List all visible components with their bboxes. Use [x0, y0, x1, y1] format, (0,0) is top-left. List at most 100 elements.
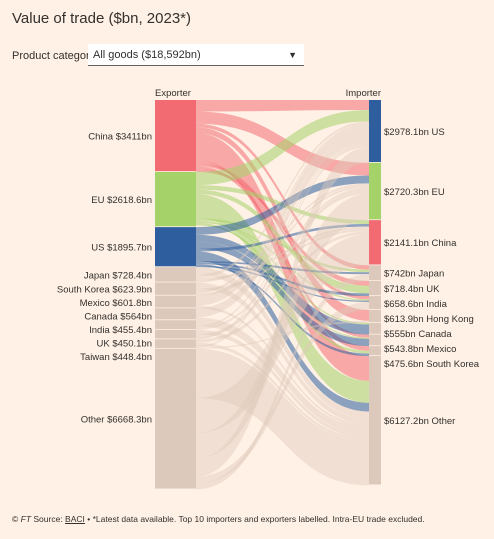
flow-ribbons [196, 100, 369, 490]
importer-label-south-korea: $475.6bn South Korea [384, 359, 480, 370]
flow-us-to-india [196, 265, 369, 302]
flow-mexico-to-other [196, 305, 369, 427]
chart-title: Value of trade ($bn, 2023*) [12, 10, 192, 27]
flow-us-to-china [196, 224, 369, 252]
exporter-nodes [155, 100, 196, 489]
exporter-node-us [155, 227, 196, 267]
exporter-header: Exporter [155, 88, 191, 99]
flow-eu-to-us [196, 109, 369, 186]
flow-uk-to-other [196, 329, 369, 438]
exporter-node-other [155, 348, 196, 489]
exporter-label-taiwan: Taiwan $448.4bn [80, 352, 152, 363]
flow-china-to-hong-kong [196, 127, 369, 321]
flow-china-to-uk [196, 169, 369, 286]
ft-brand: FT [20, 514, 32, 524]
importer-node-other [369, 356, 381, 485]
flow-eu-to-india [196, 221, 369, 301]
exporter-labels: China $3411bn EU $2618.6bn US $1895.7bn Jap… [57, 131, 152, 425]
flow-eu-to-canada [196, 220, 369, 325]
exporter-label-japan: Japan $728.4bn [84, 270, 152, 281]
importer-node-uk [369, 280, 381, 296]
flow-other-to-other [196, 348, 369, 486]
flow-other-to-india [196, 301, 369, 484]
footer-prefix: © FT Source: [12, 514, 63, 524]
importer-node-canada [369, 322, 381, 334]
exporter-label-south-korea: South Korea $623.9bn [57, 285, 152, 296]
exporter-node-india [155, 320, 196, 329]
flow-us-to-south-korea [196, 264, 369, 357]
exporter-label-canada: Canada $564bn [84, 312, 152, 323]
flow-india-to-other [196, 320, 369, 434]
importer-label-mexico: $543.8bn Mexico [384, 344, 456, 355]
exporter-node-china [155, 100, 196, 172]
flow-canada-to-us [196, 134, 369, 318]
flow-india-to-us [196, 142, 369, 328]
importer-node-japan [369, 265, 381, 281]
exporter-node-eu [155, 171, 196, 227]
importer-label-japan: $742bn Japan [384, 269, 444, 280]
exporter-label-us: US $1895.7bn [91, 243, 152, 254]
flow-china-to-us [196, 100, 369, 112]
flow-us-to-canada [196, 234, 369, 335]
product-category-label: Product category: [12, 50, 99, 62]
importer-node-south-korea [369, 346, 381, 356]
flow-taiwan-to-hong-kong [196, 320, 369, 349]
importer-node-china [369, 220, 381, 265]
flow-taiwan-to-other [196, 342, 369, 441]
exporter-label-mexico: Mexico $601.8bn [80, 298, 152, 309]
flow-eu-to-uk [196, 189, 369, 294]
flow-japan-to-eu [196, 183, 369, 283]
flow-us-to-uk [196, 262, 369, 297]
exporter-node-canada [155, 308, 196, 320]
product-category-value: All goods ($18,592bn) [93, 49, 201, 61]
flow-china-to-south-korea [196, 160, 369, 351]
flow-japan-to-china [196, 226, 369, 281]
exporter-node-japan [155, 267, 196, 282]
importer-node-eu [369, 162, 381, 220]
footer: © FT Source: BACI • *Latest data availab… [12, 514, 425, 524]
flow-us-to-other [196, 251, 369, 412]
flow-other-to-japan [196, 274, 369, 490]
flow-eu-to-japan [196, 218, 369, 273]
flow-china-to-india [196, 163, 369, 300]
importer-node-mexico [369, 334, 381, 346]
flow-mexico-to-us [196, 126, 369, 306]
flow-uk-to-us [196, 144, 369, 340]
source-link[interactable]: BACI [65, 514, 85, 524]
exporter-label-eu: EU $2618.6bn [91, 195, 152, 206]
flow-south-korea-to-china [196, 228, 369, 292]
importer-label-us: $2978.1bn US [384, 127, 445, 138]
importer-label-india: $658.6bn India [384, 299, 448, 310]
exporter-label-other: Other $6668.3bn [81, 415, 152, 426]
flow-india-to-eu [196, 187, 369, 330]
importer-nodes [369, 100, 381, 485]
flow-other-to-us [196, 146, 369, 477]
flow-canada-to-other [196, 317, 369, 429]
flow-us-to-japan [196, 261, 369, 275]
flow-south-korea-to-us [196, 124, 369, 294]
flow-other-to-china [196, 234, 369, 434]
flow-china-to-japan [196, 123, 369, 270]
flow-us-to-mexico [196, 241, 369, 347]
flow-uk-to-eu [196, 189, 369, 338]
exporter-node-taiwan [155, 339, 196, 348]
flow-other-to-eu [196, 193, 369, 459]
exporter-label-china: China $3411bn [88, 131, 152, 142]
importer-label-other: $6127.2bn Other [384, 416, 455, 427]
product-category-select[interactable]: All goods ($18,592bn) ▼ [88, 44, 304, 66]
flow-taiwan-to-china [196, 231, 369, 343]
importer-label-uk: $718.4bn UK [384, 284, 440, 295]
importer-label-hong-kong: $613.9bn Hong Kong [384, 314, 474, 325]
exporter-label-uk: UK $450.1bn [97, 339, 152, 350]
exporter-node-uk [155, 329, 196, 339]
importer-label-china: $2141.1bn China [384, 238, 457, 249]
exporter-node-mexico [155, 295, 196, 308]
importer-node-hong-kong [369, 309, 381, 323]
flow-us-to-eu [196, 175, 369, 235]
exporter-node-south-korea [155, 282, 196, 295]
chevron-down-icon: ▼ [288, 50, 297, 60]
exporter-label-india: India $455.4bn [89, 325, 152, 336]
importer-label-canada: $555bn Canada [384, 329, 452, 340]
flow-japan-to-other [196, 267, 369, 419]
